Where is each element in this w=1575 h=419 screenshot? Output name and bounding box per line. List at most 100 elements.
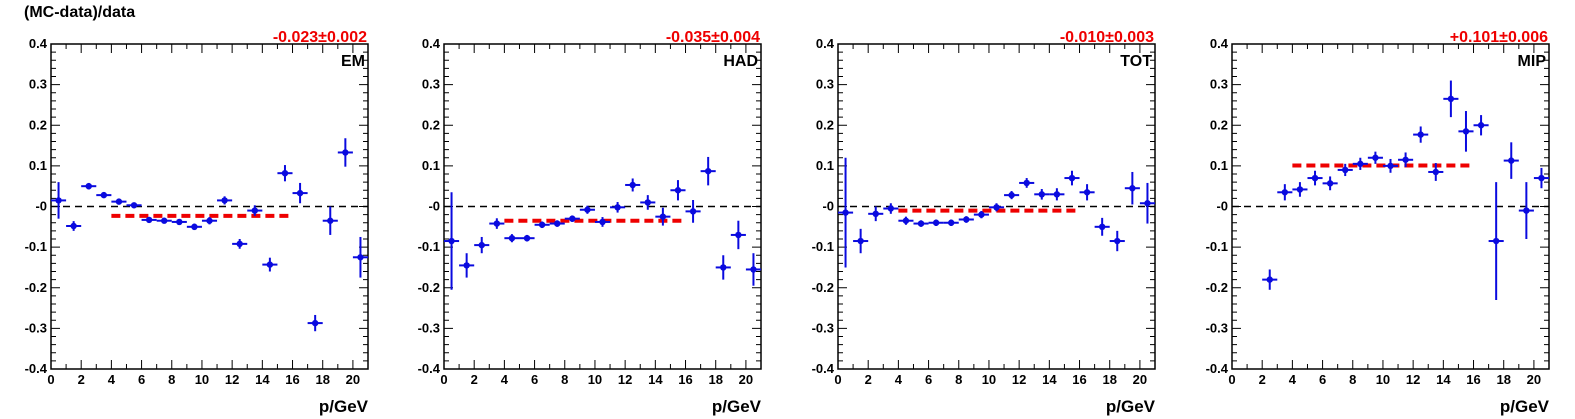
y-tick-label: -0.1 xyxy=(1206,239,1228,254)
x-tick-label: 6 xyxy=(1319,372,1326,387)
x-tick-label: 0 xyxy=(1228,372,1235,387)
data-point xyxy=(857,237,864,245)
y-tick-label: 0.3 xyxy=(422,77,440,92)
y-tick-label: 0.2 xyxy=(29,117,47,132)
data-point xyxy=(978,211,985,218)
data-point xyxy=(1357,160,1364,168)
x-tick-label: 12 xyxy=(1012,372,1026,387)
x-tick-label: 6 xyxy=(138,372,145,387)
data-point xyxy=(1432,168,1439,176)
x-tick-label: 16 xyxy=(1466,372,1480,387)
y-tick-label: 0.4 xyxy=(29,36,48,51)
y-tick-label: -0.4 xyxy=(25,361,48,376)
y-axis-title: (MC-data)/data xyxy=(24,4,136,21)
x-axis-title: p/GeV xyxy=(319,397,369,416)
panel-tot: 0 2 4 6 8 10 12 14 16 18 20 -0.4 -0.3 -0.2 -0.1 -0 0.1 0.… xyxy=(812,29,1156,416)
data-point xyxy=(1417,131,1424,138)
x-tick-label: 2 xyxy=(865,372,872,387)
x-axis-title: p/GeV xyxy=(712,397,762,416)
data-point xyxy=(887,205,895,212)
x-tick-label: 14 xyxy=(1436,372,1451,387)
data-point xyxy=(327,217,334,224)
x-tick-label: 6 xyxy=(925,372,932,387)
data-point xyxy=(569,215,576,222)
data-point xyxy=(236,240,243,248)
data-point xyxy=(1129,185,1136,192)
data-point xyxy=(1144,200,1151,207)
x-tick-label: 10 xyxy=(1376,372,1390,387)
x-tick-label: 8 xyxy=(561,372,568,387)
y-tick-label: -0 xyxy=(35,199,47,214)
data-point xyxy=(1053,191,1061,198)
data-point xyxy=(614,204,621,211)
x-tick-label: 20 xyxy=(1527,372,1541,387)
x-tick-label: 12 xyxy=(1406,372,1420,387)
data-point xyxy=(281,169,289,177)
x-tick-label: 2 xyxy=(78,372,85,387)
data-point xyxy=(85,182,92,190)
y-tick-label: 0.1 xyxy=(29,158,47,173)
y-tick-label: -0.2 xyxy=(1206,280,1228,295)
data-point xyxy=(1508,157,1515,164)
y-tick-label: -0.3 xyxy=(1206,320,1228,335)
y-tick-label: -0.3 xyxy=(418,320,440,335)
x-tick-label: 2 xyxy=(1259,372,1266,387)
data-point xyxy=(296,189,304,197)
y-tick-label: 0.3 xyxy=(1210,77,1228,92)
x-axis-title: p/GeV xyxy=(1106,397,1156,416)
panel-label: TOT xyxy=(1120,53,1152,70)
panel-label: MIP xyxy=(1518,53,1547,70)
data-point xyxy=(115,198,123,205)
data-point xyxy=(448,237,455,245)
y-tick-label: -0.4 xyxy=(418,361,441,376)
x-tick-label: 0 xyxy=(440,372,447,387)
x-tick-label: 4 xyxy=(108,372,116,387)
y-tick-label: 0.3 xyxy=(816,77,834,92)
data-point xyxy=(689,208,697,215)
data-point xyxy=(1462,128,1470,135)
data-point xyxy=(599,218,606,226)
panel-mip: 0 2 4 6 8 10 12 14 16 18 20 -0.4 -0.3 -0.2 -0.1 -0 0.1 0.… xyxy=(1206,29,1550,416)
data-point xyxy=(842,209,849,216)
data-point xyxy=(932,219,940,226)
y-tick-label: 0.4 xyxy=(816,36,835,51)
data-point xyxy=(644,199,651,206)
data-point xyxy=(1538,174,1545,182)
x-tick-label: 20 xyxy=(346,372,360,387)
data-point xyxy=(1266,276,1273,283)
data-point xyxy=(493,220,501,227)
panel-label: EM xyxy=(341,53,365,70)
x-tick-label: 10 xyxy=(195,372,209,387)
x-tick-label: 12 xyxy=(618,372,632,387)
data-point xyxy=(478,241,485,249)
data-point xyxy=(266,261,274,268)
data-point xyxy=(674,187,682,194)
data-point xyxy=(1402,156,1409,163)
data-point xyxy=(1523,207,1530,214)
y-tick-label: -0.3 xyxy=(25,320,47,335)
data-point xyxy=(963,216,970,223)
data-point xyxy=(1372,154,1379,161)
x-tick-label: 18 xyxy=(708,372,722,387)
data-point xyxy=(750,266,757,273)
data-point xyxy=(1281,189,1289,196)
y-tick-label: 0.1 xyxy=(1210,158,1228,173)
y-tick-label: -0.2 xyxy=(418,280,440,295)
fit-result-label: -0.035±0.004 xyxy=(666,29,760,46)
y-tick-label: -0.2 xyxy=(812,280,834,295)
data-point xyxy=(206,217,213,224)
y-tick-label: 0.4 xyxy=(1210,36,1229,51)
panel-label: HAD xyxy=(723,53,758,70)
y-tick-label: -0.4 xyxy=(812,361,835,376)
data-point xyxy=(70,222,77,230)
fit-result-label: -0.010±0.003 xyxy=(1060,29,1154,46)
data-point xyxy=(251,207,258,214)
data-point xyxy=(538,221,546,228)
y-tick-label: 0.2 xyxy=(1210,117,1228,132)
data-point xyxy=(872,210,879,218)
x-tick-label: 4 xyxy=(1289,372,1297,387)
y-tick-label: -0.1 xyxy=(418,239,440,254)
data-point xyxy=(1311,174,1319,182)
y-tick-label: -0.1 xyxy=(25,239,47,254)
y-tick-label: -0.2 xyxy=(25,280,47,295)
